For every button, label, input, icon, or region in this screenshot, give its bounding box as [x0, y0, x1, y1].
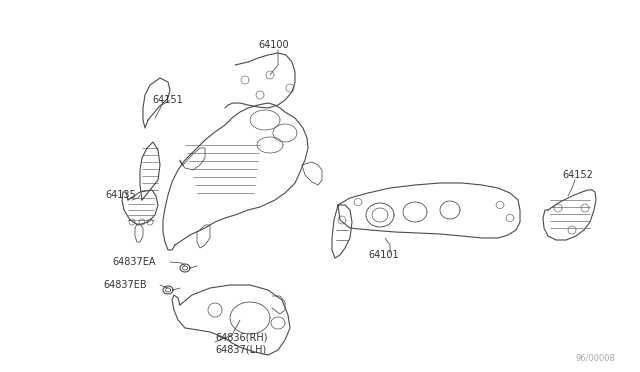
Text: 96/00008: 96/00008: [575, 353, 615, 362]
Text: 64135: 64135: [105, 190, 136, 200]
Text: 64100: 64100: [258, 40, 289, 50]
Text: 64152: 64152: [562, 170, 593, 180]
Text: 64836(RH): 64836(RH): [215, 333, 268, 343]
Text: 64151: 64151: [152, 95, 183, 105]
Text: 64837(LH): 64837(LH): [215, 345, 266, 355]
Text: 64837EB: 64837EB: [103, 280, 147, 290]
Text: 64837EA: 64837EA: [112, 257, 156, 267]
Text: 64101: 64101: [368, 250, 399, 260]
